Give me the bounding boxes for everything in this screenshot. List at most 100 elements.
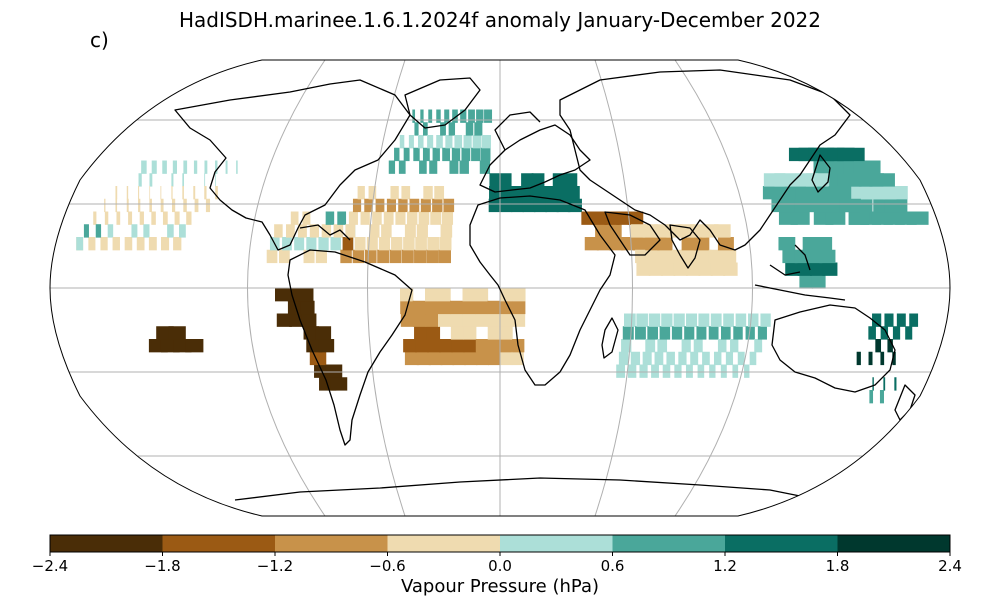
- anomaly-cell: [438, 249, 451, 264]
- anomaly-cell: [171, 173, 174, 187]
- anomaly-cell: [487, 339, 501, 353]
- anomaly-cell: [403, 147, 410, 162]
- anomaly-cell: [468, 109, 475, 123]
- anomaly-cell: [476, 109, 484, 123]
- colorbar-tick-label: −0.6: [369, 557, 405, 575]
- anomaly-cell: [463, 339, 477, 353]
- anomaly-cell: [848, 211, 870, 225]
- anomaly-cell: [182, 173, 184, 187]
- anomaly-cell: [425, 300, 439, 315]
- anomaly-cell: [642, 351, 652, 366]
- anomaly-cell: [412, 109, 416, 123]
- anomaly-cell: [636, 262, 651, 276]
- anomaly-cell: [868, 326, 876, 340]
- anomaly-cell: [301, 313, 317, 327]
- anomaly-cell: [451, 147, 461, 162]
- anomaly-cell: [303, 249, 315, 264]
- anomaly-cell: [124, 237, 133, 251]
- anomaly-cell: [432, 147, 440, 162]
- anomaly-cell: [488, 198, 501, 213]
- anomaly-cell: [545, 198, 559, 213]
- anomaly-cell: [450, 300, 464, 315]
- anomaly-region: [76, 224, 102, 251]
- anomaly-cell: [294, 237, 305, 251]
- anomaly-cell: [95, 224, 102, 238]
- anomaly-cell: [748, 313, 759, 327]
- anomaly-cell: [645, 339, 656, 353]
- anomaly-cell: [723, 313, 734, 327]
- anomaly-cell: [480, 147, 491, 162]
- anomaly-cell: [160, 186, 162, 200]
- colorbar-tick-label: 1.8: [826, 557, 850, 575]
- anomaly-cell: [659, 249, 675, 264]
- anomaly-cell: [204, 186, 207, 200]
- anomaly-cell: [616, 364, 626, 378]
- anomaly-cell: [303, 326, 319, 340]
- anomaly-cell: [487, 300, 501, 315]
- anomaly-cell: [287, 288, 301, 302]
- anomaly-cell: [730, 339, 739, 353]
- anomaly-cell: [463, 326, 477, 340]
- anomaly-cell: [377, 249, 389, 264]
- anomaly-cell: [104, 198, 106, 213]
- chart-title: HadISDH.marinee.1.6.1.2024f anomaly Janu…: [178, 8, 822, 32]
- anomaly-cell: [128, 211, 133, 225]
- anomaly-cell: [630, 224, 646, 238]
- anomaly-cell: [83, 224, 89, 238]
- anomaly-cell: [434, 186, 445, 200]
- anomaly-cell: [398, 198, 408, 213]
- anomaly-cell: [414, 249, 427, 264]
- graticule: [50, 60, 950, 516]
- anomaly-cell: [407, 211, 418, 225]
- colorbar-tick-label: 0.0: [488, 557, 512, 575]
- anomaly-cell: [386, 198, 397, 213]
- anomaly-cell: [868, 351, 873, 366]
- anomaly-cell: [309, 224, 319, 238]
- anomaly-cell: [194, 198, 199, 213]
- anomaly-cell: [318, 339, 335, 353]
- anomaly-cell: [825, 211, 846, 225]
- anomaly-cell: [565, 186, 580, 200]
- anomaly-cell: [290, 211, 299, 225]
- anomaly-cell: [733, 326, 743, 340]
- anomaly-cell: [399, 135, 405, 149]
- anomaly-cell: [887, 339, 893, 353]
- anomaly-cell: [162, 211, 168, 225]
- anomaly-cell: [661, 262, 676, 276]
- anomaly-cell: [440, 224, 453, 238]
- anomaly-cell: [472, 135, 482, 149]
- anomaly-cell: [760, 313, 771, 327]
- anomaly-cell: [563, 173, 578, 187]
- anomaly-cell: [454, 135, 463, 149]
- anomaly-cell: [116, 211, 121, 225]
- anomaly-cell: [651, 364, 659, 378]
- anomaly-cell: [806, 249, 824, 264]
- anomaly-cell: [697, 364, 705, 378]
- anomaly-cell: [872, 313, 882, 327]
- anomaly-cell: [404, 351, 420, 366]
- anomaly-cell: [880, 351, 885, 366]
- anomaly-cell: [236, 160, 238, 174]
- anomaly-cell: [481, 135, 491, 149]
- anomaly-cell: [673, 262, 688, 276]
- anomaly-cell: [325, 364, 343, 378]
- anomaly-cell: [436, 135, 443, 149]
- colorbar-segment: [162, 535, 276, 552]
- anomaly-cell: [757, 326, 767, 340]
- anomaly-cell: [879, 390, 884, 404]
- anomaly-cell: [720, 364, 727, 378]
- anomaly-cell: [352, 249, 365, 264]
- anomaly-cell: [896, 313, 906, 327]
- anomaly-cell: [905, 326, 913, 340]
- anomaly-cell: [630, 351, 641, 366]
- anomaly-cell: [622, 326, 634, 340]
- anomaly-cell: [364, 249, 377, 264]
- anomaly-cell: [869, 173, 895, 187]
- anomaly-cell: [416, 351, 431, 366]
- anomaly-cell: [143, 224, 150, 238]
- anomaly-cell: [828, 186, 852, 200]
- anomaly-cell: [811, 275, 826, 289]
- colorbar-segment: [500, 535, 613, 552]
- anomaly-region: [778, 237, 838, 289]
- anomaly-cell: [171, 186, 173, 200]
